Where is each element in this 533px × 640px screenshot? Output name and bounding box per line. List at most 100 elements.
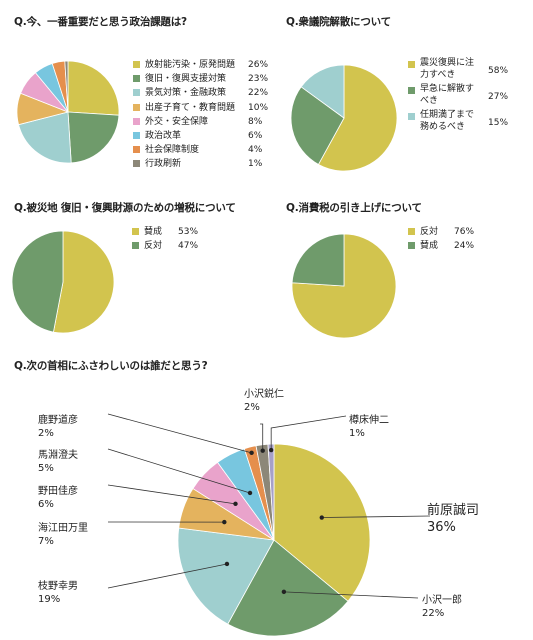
pie-slice-2 <box>18 111 72 164</box>
callout-value: 5% <box>38 463 54 474</box>
legend-label: 震災復興に注力すべき <box>420 58 475 80</box>
legend-item: 早急に解散すべき 27% <box>408 84 508 110</box>
callout-value: 36% <box>427 520 456 535</box>
callout-name: 海江田万里 <box>38 523 88 534</box>
callout-dot <box>233 501 238 507</box>
legend-value: 4% <box>248 145 263 156</box>
callout-label: 野田佳彦 6% <box>38 485 78 511</box>
legend-swatch <box>133 160 140 168</box>
legend-value: 47% <box>178 241 199 252</box>
pie-slice-1 <box>11 230 64 333</box>
callout-dot <box>260 448 265 453</box>
callout-label: 小沢一郎 22% <box>422 594 462 620</box>
legend-item: 震災復興に注力すべき 58% <box>408 58 508 84</box>
legend-label: 外交・安全保障 <box>145 116 209 127</box>
legend-swatch <box>408 228 415 235</box>
callout-dot <box>268 447 274 453</box>
legend-label: 賛成 <box>420 241 439 252</box>
callout-value: 7% <box>38 536 54 547</box>
legend-swatch <box>132 242 139 250</box>
legend-swatch <box>133 61 140 68</box>
chart1-legend: 放射能汚染・原発問題 26% 復旧・復興支援対策 23% 景気対策・金融政策 22% 出産子… <box>133 58 273 172</box>
chart3-title: Q.被災地 復旧・復興財源のための増税について <box>14 202 236 214</box>
chart3-pie <box>11 230 115 334</box>
callout-line <box>107 563 228 589</box>
legend-item: 反対 76% <box>408 225 488 239</box>
legend-swatch <box>408 113 415 120</box>
pie-slice-2 <box>177 527 275 625</box>
legend-label: 任期満了まで務めるべき <box>420 110 475 132</box>
callout-value: 2% <box>244 402 260 413</box>
legend-item: 行政刷新 1% <box>133 157 273 171</box>
callout-dot <box>319 515 324 520</box>
callout-label: 樽床伸二 1% <box>349 414 389 440</box>
legend-label: 復旧・復興支援対策 <box>145 74 227 85</box>
legend-swatch <box>408 242 415 250</box>
legend-item: 政治改革 6% <box>133 129 273 143</box>
legend-value: 22% <box>248 88 269 99</box>
legend-label: 放射能汚染・原発問題 <box>145 60 236 70</box>
legend-swatch <box>133 89 140 97</box>
chart2-legend: 震災復興に注力すべき 58% 早急に解散すべき 27% 任期満了まで務めるべき 15% <box>408 58 508 136</box>
chart1-title: Q.今、一番重要だと思う政治課題は? <box>14 16 187 28</box>
pie-slice-1 <box>291 233 345 287</box>
legend-swatch <box>408 61 415 68</box>
legend-item: 賛成 24% <box>408 239 488 253</box>
pie-slice-0 <box>317 64 398 172</box>
legend-value: 23% <box>248 74 269 85</box>
pie-slice-7 <box>64 60 69 113</box>
callout-dot <box>281 589 287 595</box>
callout-label: 鹿野道彦 2% <box>38 414 78 440</box>
legend-value: 15% <box>488 118 509 128</box>
pie-slice-1 <box>67 111 120 164</box>
callout-value: 19% <box>38 594 61 605</box>
legend-item: 出産子育て・教育問題 10% <box>133 101 273 115</box>
callout-line <box>107 413 252 454</box>
callout-dot <box>222 519 227 525</box>
legend-label: 景気対策・金融政策 <box>145 88 227 99</box>
callout-name: 樽床伸二 <box>349 415 389 426</box>
legend-label: 早急に解散すべき <box>420 84 475 106</box>
pie-slice-0 <box>52 230 115 334</box>
legend-item: 復旧・復興支援対策 23% <box>133 72 273 86</box>
legend-item: 任期満了まで務めるべき 15% <box>408 110 508 136</box>
callout-value: 1% <box>349 428 365 439</box>
callout-dot <box>249 450 254 456</box>
callout-name: 野田佳彦 <box>38 486 78 497</box>
callout-name: 小沢鋭仁 <box>244 389 284 400</box>
legend-value: 24% <box>454 241 475 252</box>
callout-dot <box>247 490 253 496</box>
legend-value: 26% <box>248 60 269 70</box>
legend-swatch <box>133 75 140 83</box>
chart2-title: Q.衆議院解散について <box>286 16 391 28</box>
legend-item: 放射能汚染・原発問題 26% <box>133 58 273 72</box>
legend-swatch <box>133 103 140 111</box>
legend-value: 76% <box>454 227 475 237</box>
callout-label: 海江田万里 7% <box>38 522 88 548</box>
legend-swatch <box>132 228 139 235</box>
legend-swatch <box>408 87 415 94</box>
callout-name: 小沢一郎 <box>422 595 462 606</box>
chart5-pie <box>107 413 431 637</box>
pie-slice-0 <box>67 60 120 116</box>
callout-name: 馬淵澄夫 <box>38 450 78 461</box>
legend-item: 反対 47% <box>132 239 212 253</box>
chart5-title: Q.次の首相にふさわしいのは誰だと思う? <box>14 360 208 372</box>
legend-label: 反対 <box>144 241 163 252</box>
callout-value: 6% <box>38 499 54 510</box>
callout-dot <box>224 561 230 567</box>
callout-label: 馬淵澄夫 5% <box>38 449 78 475</box>
legend-value: 10% <box>248 102 269 113</box>
pie-slice-0 <box>273 443 371 602</box>
legend-item: 社会保障制度 4% <box>133 143 273 157</box>
callout-line <box>270 415 347 451</box>
legend-value: 1% <box>248 159 263 170</box>
callout-name: 前原誠司 <box>427 503 480 518</box>
callout-label: 小沢鋭仁 2% <box>244 388 284 414</box>
legend-label: 政治改革 <box>145 130 182 141</box>
legend-swatch <box>133 131 140 139</box>
legend-value: 27% <box>488 92 509 102</box>
callout-label: 枝野幸男 19% <box>38 580 78 606</box>
callout-line <box>107 448 251 494</box>
chart4-legend: 反対 76% 賛成 24% <box>408 225 488 253</box>
